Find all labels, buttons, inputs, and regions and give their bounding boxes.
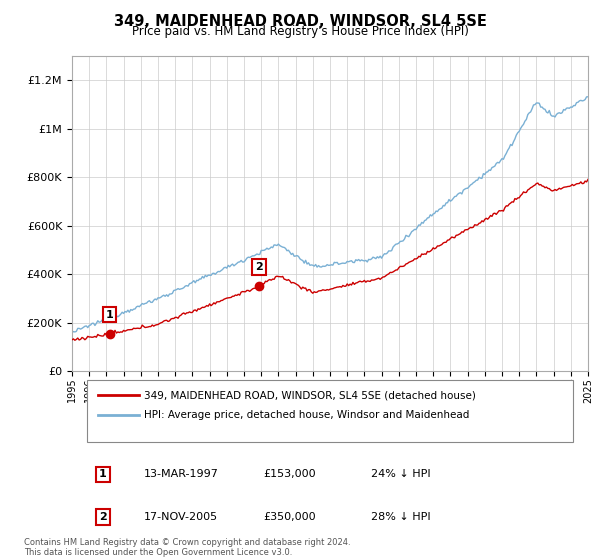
Text: 2: 2 bbox=[255, 262, 263, 272]
Text: 349, MAIDENHEAD ROAD, WINDSOR, SL4 5SE (detached house): 349, MAIDENHEAD ROAD, WINDSOR, SL4 5SE (… bbox=[144, 390, 476, 400]
Text: 1: 1 bbox=[99, 469, 107, 479]
Text: 28% ↓ HPI: 28% ↓ HPI bbox=[371, 512, 431, 522]
Text: £350,000: £350,000 bbox=[263, 512, 316, 522]
FancyBboxPatch shape bbox=[88, 380, 572, 442]
Text: Contains HM Land Registry data © Crown copyright and database right 2024.
This d: Contains HM Land Registry data © Crown c… bbox=[24, 538, 350, 557]
Text: HPI: Average price, detached house, Windsor and Maidenhead: HPI: Average price, detached house, Wind… bbox=[144, 410, 470, 420]
Text: Price paid vs. HM Land Registry's House Price Index (HPI): Price paid vs. HM Land Registry's House … bbox=[131, 25, 469, 38]
Text: 2: 2 bbox=[99, 512, 107, 522]
Text: 349, MAIDENHEAD ROAD, WINDSOR, SL4 5SE: 349, MAIDENHEAD ROAD, WINDSOR, SL4 5SE bbox=[113, 14, 487, 29]
Text: 24% ↓ HPI: 24% ↓ HPI bbox=[371, 469, 431, 479]
Text: £153,000: £153,000 bbox=[263, 469, 316, 479]
Text: 17-NOV-2005: 17-NOV-2005 bbox=[144, 512, 218, 522]
Text: 13-MAR-1997: 13-MAR-1997 bbox=[144, 469, 219, 479]
Text: 1: 1 bbox=[106, 310, 114, 320]
